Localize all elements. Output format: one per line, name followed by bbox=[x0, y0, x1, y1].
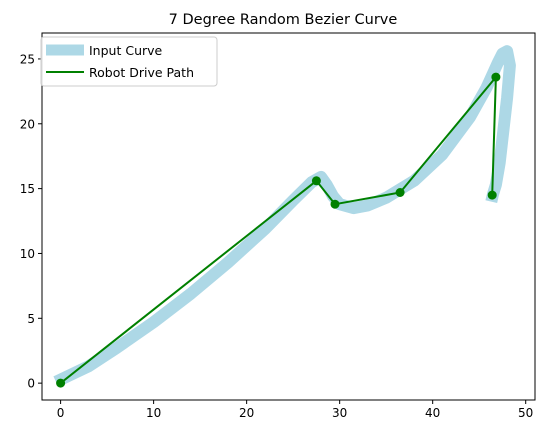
y-tick-label: 20 bbox=[20, 117, 35, 131]
legend-label-robot-drive-path: Robot Drive Path bbox=[89, 65, 194, 80]
legend-box bbox=[40, 36, 218, 87]
data-point-robot-drive-path bbox=[56, 378, 66, 388]
x-tick-label: 40 bbox=[425, 406, 440, 420]
x-tick-label: 20 bbox=[239, 406, 254, 420]
data-point-robot-drive-path bbox=[487, 190, 497, 200]
y-tick-label: 0 bbox=[27, 377, 35, 391]
data-point-robot-drive-path bbox=[491, 72, 501, 82]
y-axis: 0 5 10 15 20 25 bbox=[20, 52, 42, 391]
y-tick-label: 25 bbox=[20, 52, 35, 66]
x-tick-label: 30 bbox=[332, 406, 347, 420]
y-tick-label: 10 bbox=[20, 247, 35, 261]
x-tick-label: 10 bbox=[146, 406, 161, 420]
y-tick-label: 15 bbox=[20, 182, 35, 196]
legend-label-input-curve: Input Curve bbox=[89, 43, 163, 58]
data-point-robot-drive-path bbox=[311, 176, 321, 186]
legend: Input Curve Robot Drive Path bbox=[40, 36, 218, 87]
x-tick-label: 50 bbox=[518, 406, 533, 420]
y-tick-label: 5 bbox=[27, 312, 35, 326]
plot-area bbox=[53, 45, 516, 388]
data-point-robot-drive-path bbox=[395, 188, 405, 197]
x-tick-label: 0 bbox=[57, 406, 65, 420]
series-line-input-curve bbox=[53, 45, 516, 388]
x-axis: 0 10 20 30 40 50 bbox=[57, 400, 533, 420]
chart-title: 7 Degree Random Bezier Curve bbox=[169, 12, 398, 28]
data-point-robot-drive-path bbox=[330, 199, 340, 209]
series-line-robot-drive-path bbox=[59, 74, 497, 384]
axes-frame bbox=[41, 32, 536, 401]
